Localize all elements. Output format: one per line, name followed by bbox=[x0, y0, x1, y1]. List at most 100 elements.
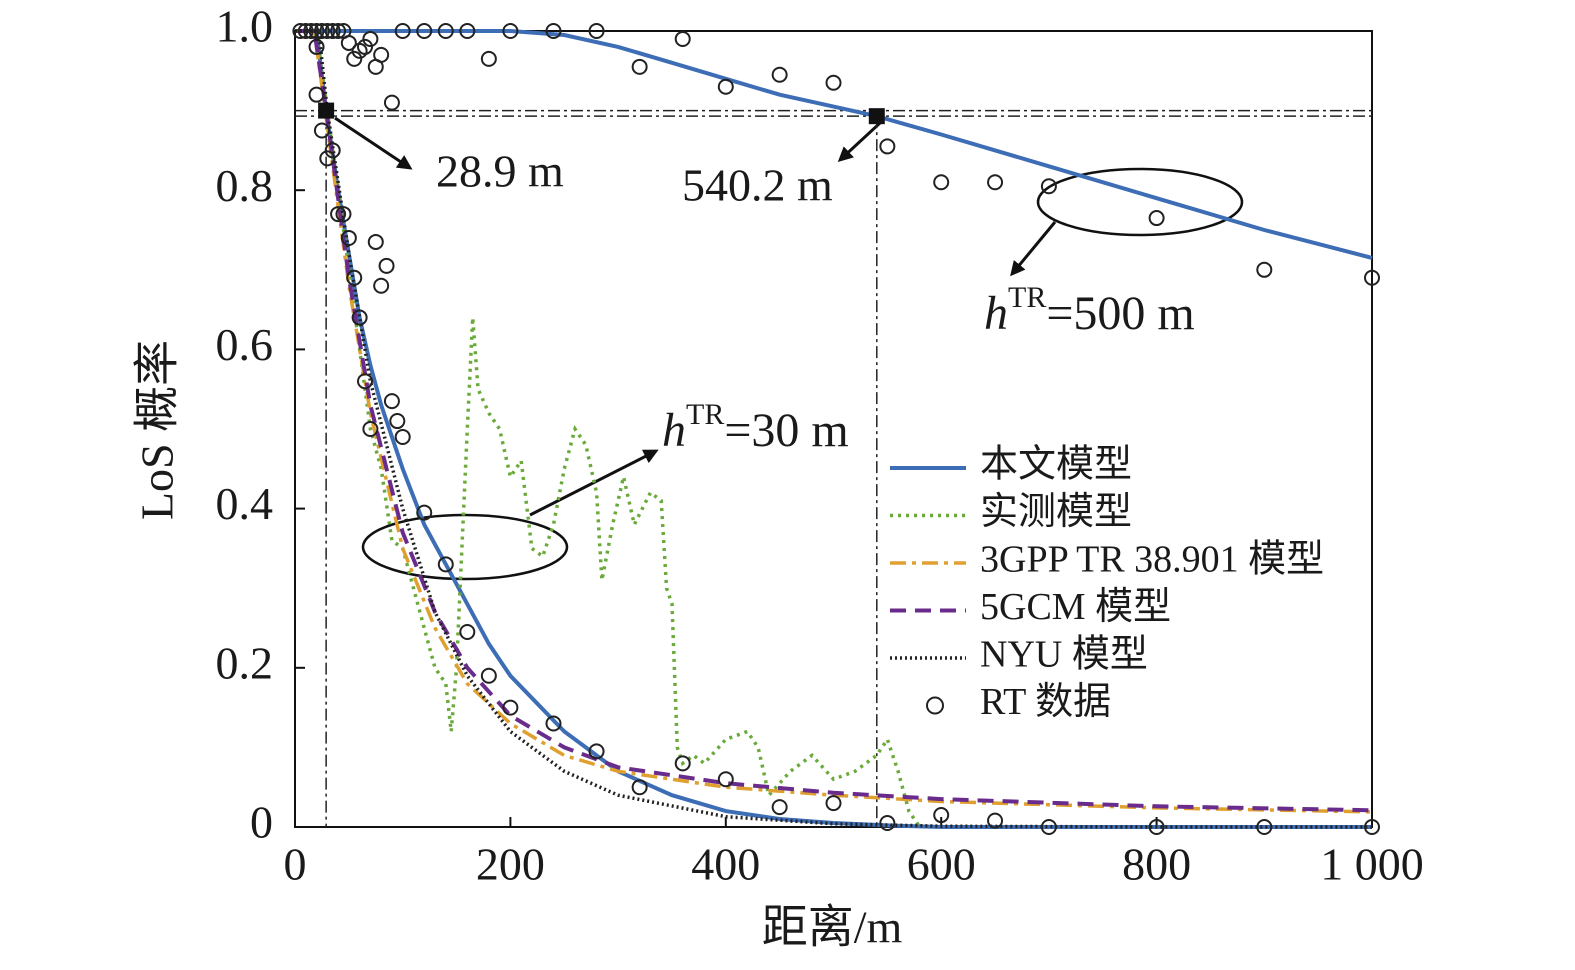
rt-point bbox=[330, 23, 347, 39]
rt-point bbox=[383, 393, 400, 410]
rt-point bbox=[674, 30, 691, 47]
marker bbox=[868, 108, 885, 125]
rt-point bbox=[373, 46, 390, 63]
rt-point bbox=[292, 23, 309, 39]
rt-point bbox=[308, 23, 325, 39]
rt-point bbox=[313, 23, 330, 39]
rt-point bbox=[825, 795, 842, 812]
rt-point bbox=[480, 667, 497, 684]
y-tick-label: 0.2 bbox=[216, 637, 274, 688]
rt-point bbox=[324, 23, 341, 39]
x-tick-label: 600 bbox=[907, 839, 976, 890]
annotation: hTR=500 m bbox=[984, 281, 1195, 340]
x-axis-label: 距离/m bbox=[762, 902, 903, 953]
y-tick-label: 0.4 bbox=[216, 478, 274, 529]
plot-frame bbox=[294, 30, 1373, 828]
rt-point bbox=[459, 623, 476, 640]
annotation-text: =500 m bbox=[1046, 287, 1194, 340]
ellipse bbox=[361, 513, 569, 581]
annotation-sup: TR bbox=[686, 398, 724, 431]
rt-point bbox=[1040, 819, 1057, 835]
rt-point bbox=[480, 50, 497, 67]
y-tick-label: 0.8 bbox=[216, 160, 274, 211]
rt-point bbox=[346, 269, 363, 286]
rt-point bbox=[588, 23, 605, 39]
rt-point bbox=[313, 122, 330, 139]
y-tick-label: 0.6 bbox=[216, 319, 274, 370]
series-line bbox=[295, 29, 1372, 829]
rt-point bbox=[1364, 819, 1380, 835]
rt-point bbox=[717, 78, 734, 95]
rt-point bbox=[987, 174, 1004, 191]
rt-point bbox=[933, 174, 950, 191]
rt-point bbox=[367, 233, 384, 250]
x-tick-label: 800 bbox=[1122, 839, 1191, 890]
x-tick-label: 0 bbox=[284, 839, 307, 890]
legend-label: 5GCM 模型 bbox=[980, 586, 1171, 628]
rt-point bbox=[674, 755, 691, 772]
annotation-text: =30 m bbox=[724, 404, 848, 457]
rt-point bbox=[933, 807, 950, 824]
rt-point bbox=[1364, 269, 1380, 286]
legend-label: RT 数据 bbox=[980, 681, 1111, 723]
rt-point bbox=[459, 23, 476, 39]
rt-point bbox=[362, 421, 379, 437]
rt-point bbox=[330, 206, 347, 223]
rt-point bbox=[1148, 210, 1165, 227]
legend-swatch bbox=[926, 696, 944, 715]
legend-label: 3GPP TR 38.901 模型 bbox=[980, 539, 1324, 581]
x-tick-label: 400 bbox=[691, 839, 760, 890]
rt-point bbox=[346, 50, 363, 67]
rt-point bbox=[303, 23, 320, 39]
rt-point bbox=[357, 38, 374, 55]
rt-point bbox=[340, 229, 357, 246]
rt-point bbox=[437, 23, 454, 39]
rt-point bbox=[373, 277, 390, 294]
rt-point bbox=[319, 23, 336, 39]
rt-point bbox=[308, 86, 325, 103]
rt-point bbox=[588, 743, 605, 760]
rt-point bbox=[297, 23, 314, 39]
annotation-base: h bbox=[984, 287, 1008, 340]
rt-point bbox=[631, 779, 648, 796]
rt-point bbox=[437, 556, 454, 573]
series-line bbox=[314, 30, 922, 828]
rt-point bbox=[362, 30, 379, 47]
rt-point bbox=[308, 38, 325, 55]
rt-point bbox=[351, 309, 368, 326]
rt-point bbox=[717, 771, 734, 788]
rt-point bbox=[378, 257, 395, 274]
rt-point bbox=[324, 142, 341, 159]
x-tick-label: 200 bbox=[476, 839, 545, 890]
marker bbox=[318, 102, 335, 119]
ellipse bbox=[1036, 167, 1244, 237]
rt-point bbox=[987, 812, 1004, 829]
rt-point bbox=[545, 715, 562, 732]
rt-point bbox=[879, 815, 896, 832]
arrow bbox=[334, 116, 413, 170]
rt-point bbox=[394, 23, 411, 39]
rt-point bbox=[389, 413, 406, 430]
rt-point bbox=[357, 373, 374, 390]
rt-point bbox=[340, 34, 357, 51]
arrow bbox=[529, 449, 659, 517]
legend-label: 实测模型 bbox=[980, 491, 1132, 533]
rt-point bbox=[1040, 178, 1057, 195]
rt-point bbox=[335, 206, 352, 223]
y-axis-label: LoS 概率 bbox=[132, 340, 183, 520]
arrow bbox=[1010, 221, 1057, 277]
rt-point bbox=[1148, 819, 1165, 835]
rt-point bbox=[631, 58, 648, 75]
rt-point bbox=[416, 504, 433, 521]
rt-point bbox=[319, 150, 336, 167]
annotation-sup: TR bbox=[1008, 281, 1046, 314]
rt-point bbox=[394, 428, 411, 445]
rt-point bbox=[502, 699, 519, 716]
rt-point bbox=[1256, 261, 1273, 278]
y-tick-label: 0 bbox=[250, 797, 273, 848]
rt-point bbox=[771, 799, 788, 816]
rt-point bbox=[825, 74, 842, 91]
rt-point bbox=[383, 94, 400, 111]
rt-point bbox=[771, 66, 788, 83]
